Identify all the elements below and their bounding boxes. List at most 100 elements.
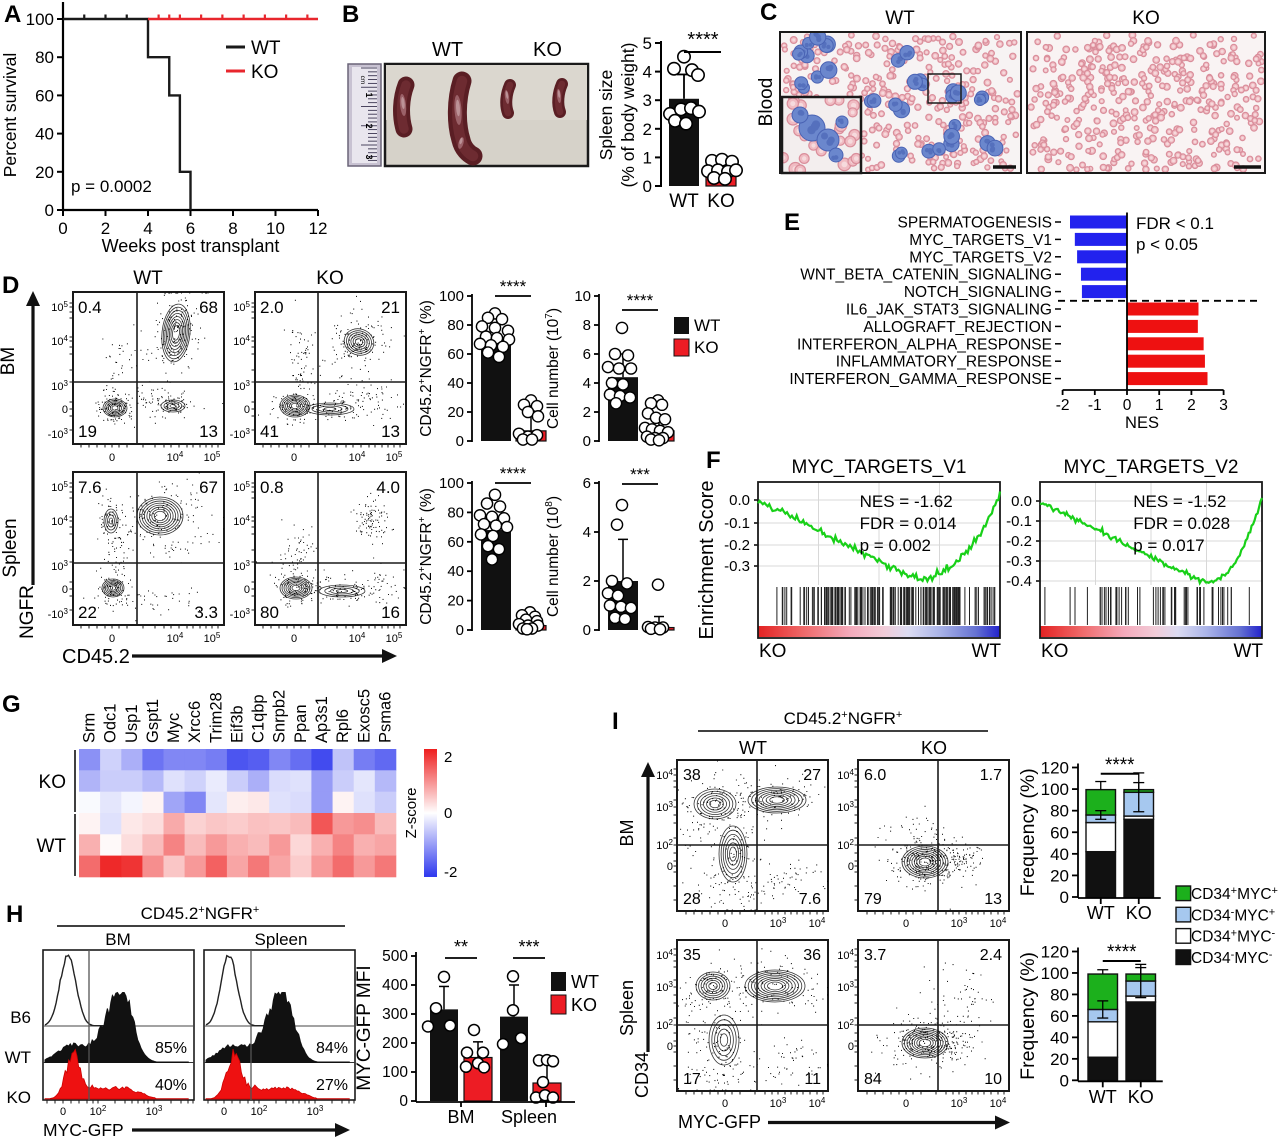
svg-text:WT: WT <box>739 738 767 758</box>
svg-text:SPERMATOGENESIS: SPERMATOGENESIS <box>898 215 1052 232</box>
svg-text:60: 60 <box>447 534 464 551</box>
svg-text:CD34: CD34 <box>632 1052 652 1098</box>
svg-text:cm: cm <box>359 76 366 85</box>
svg-text:0: 0 <box>62 584 68 596</box>
svg-text:300: 300 <box>382 1006 408 1023</box>
svg-text:100: 100 <box>1041 964 1069 983</box>
svg-text:-103: -103 <box>48 427 69 441</box>
svg-text:13: 13 <box>984 891 1002 908</box>
svg-text:67: 67 <box>199 478 218 497</box>
svg-text:0: 0 <box>291 633 297 645</box>
svg-text:BM: BM <box>0 347 19 376</box>
svg-text:4: 4 <box>583 375 591 392</box>
svg-text:FDR = 0.014: FDR = 0.014 <box>860 514 957 533</box>
svg-text:120: 120 <box>1041 759 1069 778</box>
svg-text:CD34-MYC+: CD34-MYC+ <box>1191 906 1275 924</box>
svg-text:WT: WT <box>251 38 281 59</box>
svg-text:KO: KO <box>921 738 947 758</box>
svg-text:10: 10 <box>984 1071 1002 1088</box>
svg-text:22: 22 <box>78 603 97 622</box>
svg-text:16: 16 <box>381 603 400 622</box>
svg-text:60: 60 <box>35 86 54 105</box>
svg-text:Ppan: Ppan <box>292 704 310 743</box>
svg-text:KO: KO <box>694 338 719 357</box>
svg-text:WNT_BETA_CATENIN_SIGNALING: WNT_BETA_CATENIN_SIGNALING <box>800 267 1052 284</box>
svg-text:WT: WT <box>971 641 1001 662</box>
svg-text:KO: KO <box>251 62 278 83</box>
svg-text:10: 10 <box>574 288 591 305</box>
svg-text:****: **** <box>1107 942 1137 963</box>
svg-text:BM: BM <box>105 930 131 949</box>
svg-text:7.6: 7.6 <box>799 891 821 908</box>
svg-text:D: D <box>2 272 19 299</box>
svg-text:3.7: 3.7 <box>864 947 886 964</box>
svg-text:****: **** <box>500 464 527 483</box>
svg-text:MYC-GFP MFI: MYC-GFP MFI <box>354 965 375 1090</box>
svg-text:2: 2 <box>583 404 591 421</box>
svg-text:100: 100 <box>382 1064 408 1081</box>
svg-text:Frequency (%): Frequency (%) <box>1017 952 1039 1080</box>
svg-text:CD34-MYC-: CD34-MYC- <box>1191 949 1273 967</box>
svg-text:A: A <box>4 1 21 28</box>
svg-text:-0.1: -0.1 <box>1006 513 1032 530</box>
svg-text:36: 36 <box>803 947 821 964</box>
svg-text:40: 40 <box>447 375 464 392</box>
svg-text:0: 0 <box>456 433 464 450</box>
svg-text:6: 6 <box>583 475 591 492</box>
svg-text:60: 60 <box>447 346 464 363</box>
svg-text:-2: -2 <box>1056 397 1070 414</box>
svg-text:C: C <box>760 0 777 26</box>
svg-text:****: **** <box>1105 755 1135 776</box>
svg-text:100: 100 <box>439 288 464 305</box>
svg-text:CD45.2+NGFR+ (%): CD45.2+NGFR+ (%) <box>417 300 435 437</box>
svg-text:KO: KO <box>533 39 562 61</box>
svg-text:Z-score: Z-score <box>403 788 420 839</box>
svg-text:20: 20 <box>447 404 464 421</box>
svg-text:2.0: 2.0 <box>260 298 284 317</box>
svg-text:0: 0 <box>456 622 464 639</box>
svg-text:MYC-GFP: MYC-GFP <box>43 1120 124 1140</box>
svg-text:p = 0.0002: p = 0.0002 <box>71 177 152 196</box>
svg-text:MYC_TARGETS_V1: MYC_TARGETS_V1 <box>909 232 1052 249</box>
svg-text:Spleen size: Spleen size <box>596 70 616 160</box>
svg-text:Enrichment Score: Enrichment Score <box>696 481 718 640</box>
svg-text:0: 0 <box>244 584 250 596</box>
svg-text:38: 38 <box>683 767 701 784</box>
svg-text:0: 0 <box>1060 1071 1069 1090</box>
svg-text:Spleen: Spleen <box>0 518 21 577</box>
svg-text:0: 0 <box>399 1093 408 1110</box>
svg-text:p = 0.002: p = 0.002 <box>860 536 931 555</box>
svg-text:0: 0 <box>109 633 115 645</box>
svg-text:3: 3 <box>643 91 652 110</box>
svg-text:3.3: 3.3 <box>194 603 218 622</box>
svg-text:Ap3s1: Ap3s1 <box>313 696 331 743</box>
svg-text:1.7: 1.7 <box>980 767 1002 784</box>
svg-text:Cell number (107): Cell number (107) <box>544 308 562 429</box>
svg-text:CD45.2: CD45.2 <box>62 646 130 668</box>
svg-text:120: 120 <box>1041 943 1069 962</box>
svg-text:84%: 84% <box>316 1040 348 1057</box>
svg-text:***: *** <box>630 465 650 484</box>
svg-text:0: 0 <box>667 861 673 873</box>
svg-text:13: 13 <box>381 422 400 441</box>
svg-text:3: 3 <box>1219 397 1228 414</box>
svg-text:40: 40 <box>447 563 464 580</box>
svg-text:100: 100 <box>1041 780 1069 799</box>
svg-text:IL6_JAK_STAT3_SIGNALING: IL6_JAK_STAT3_SIGNALING <box>846 302 1052 319</box>
svg-text:G: G <box>2 691 21 718</box>
svg-text:40: 40 <box>1050 1028 1069 1047</box>
svg-text:****: **** <box>500 277 527 296</box>
svg-text:KO: KO <box>707 191 734 212</box>
svg-text:10: 10 <box>266 219 285 238</box>
svg-text:WT: WT <box>1087 903 1115 923</box>
svg-text:200: 200 <box>382 1035 408 1052</box>
svg-text:0: 0 <box>1060 888 1069 907</box>
svg-text:80: 80 <box>447 504 464 521</box>
svg-text:0: 0 <box>667 1041 673 1053</box>
svg-text:KO: KO <box>39 772 66 793</box>
svg-text:INFLAMMATORY_RESPONSE: INFLAMMATORY_RESPONSE <box>836 354 1052 371</box>
svg-text:INTERFERON_GAMMA_RESPONSE: INTERFERON_GAMMA_RESPONSE <box>789 371 1052 388</box>
svg-text:80: 80 <box>447 317 464 334</box>
svg-text:WT: WT <box>1233 641 1263 662</box>
svg-text:2: 2 <box>583 573 591 590</box>
